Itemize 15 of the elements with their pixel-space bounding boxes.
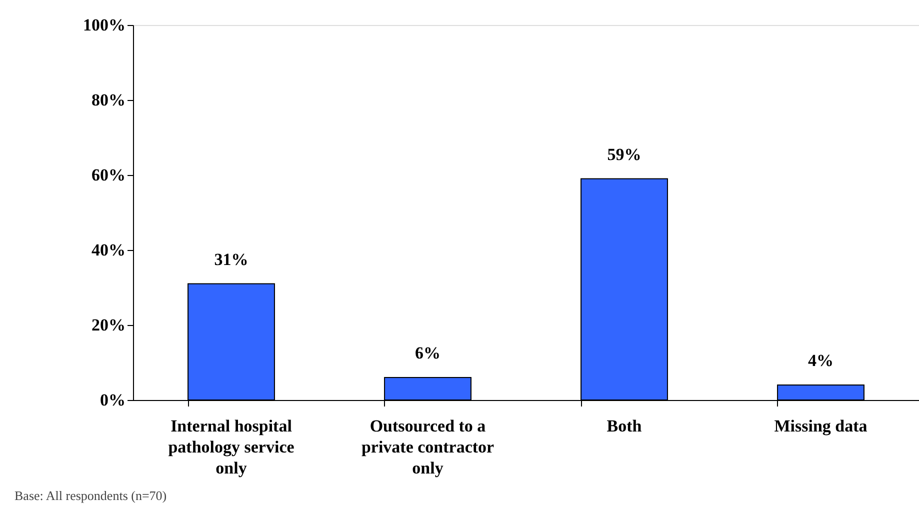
y-tick-label: 0% bbox=[100, 390, 126, 410]
y-tick-label: 40% bbox=[92, 240, 126, 260]
x-tick-label: Both bbox=[606, 416, 642, 436]
y-tick-label: 20% bbox=[92, 316, 126, 334]
x-tick-label: Missing data bbox=[774, 416, 868, 436]
text: Base: All respondents (n=70) bbox=[14, 488, 167, 503]
x-tick-label: Internal hospital pathology service only bbox=[168, 416, 295, 478]
x-tick-label: Outsourced to a private contractor only bbox=[361, 416, 495, 478]
data-label: 4% bbox=[808, 351, 834, 370]
data-label: 31% bbox=[214, 250, 248, 269]
y-tick-label: 100% bbox=[83, 16, 126, 34]
data-label: 59% bbox=[607, 144, 642, 164]
data-label: 6% bbox=[415, 344, 440, 362]
y-tick-label: 60% bbox=[92, 166, 126, 184]
y-tick-label: 80% bbox=[92, 90, 126, 110]
